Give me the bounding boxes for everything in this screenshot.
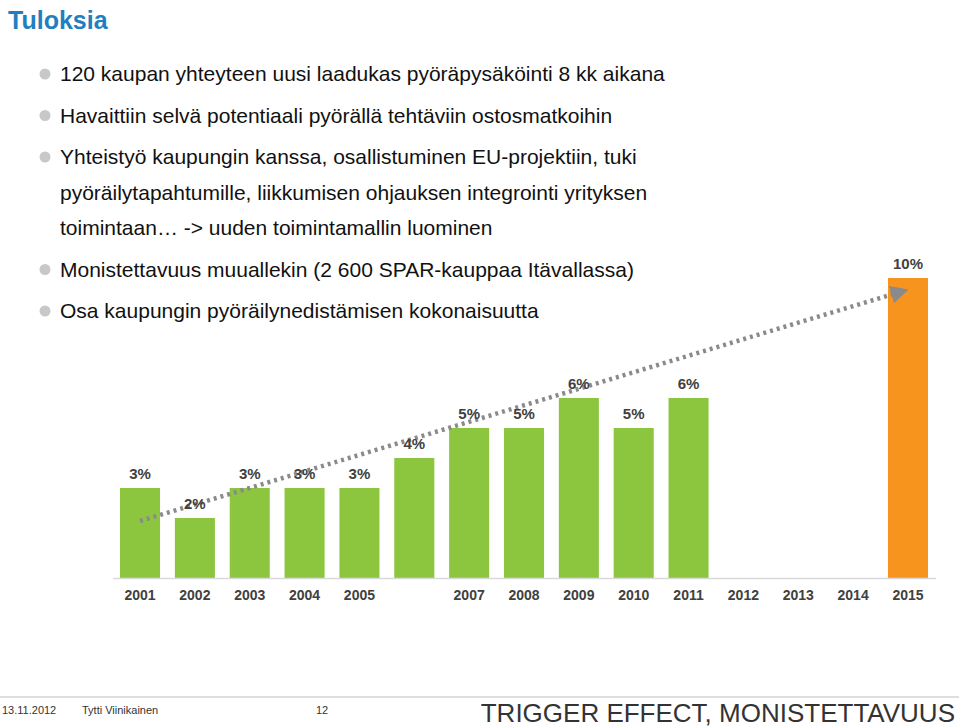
x-tick-label: 2014: [838, 587, 869, 603]
data-label: 5%: [623, 405, 645, 422]
bar: [504, 428, 544, 578]
footer-author: Tytti Viinikainen: [82, 704, 158, 716]
x-tick-label: 2002: [179, 587, 210, 603]
x-tick: 2003: [234, 578, 265, 603]
x-tick: 2001: [124, 578, 155, 603]
bar: [559, 398, 599, 578]
data-label: 3%: [239, 465, 261, 482]
x-tick: 2008: [508, 578, 539, 603]
bullet-dot: [40, 264, 51, 275]
data-label: 10%: [893, 255, 923, 272]
bar: [888, 278, 928, 578]
x-axis-line: [113, 578, 936, 580]
x-tick: 2004: [289, 578, 320, 603]
x-tick-label: 2008: [508, 587, 539, 603]
bar: [669, 398, 709, 578]
x-tick-label: 2005: [344, 587, 375, 603]
bars: [120, 278, 928, 578]
data-label: 2%: [184, 495, 206, 512]
x-tick-label: 2007: [454, 587, 485, 603]
x-tick: 2007: [454, 578, 485, 603]
bar: [120, 488, 160, 578]
bullet-text: pyöräilytapahtumille, liikkumisen ohjauk…: [60, 181, 647, 204]
bar: [175, 518, 215, 578]
x-tick-label: 2013: [783, 587, 814, 603]
x-tick: 2005: [344, 578, 375, 603]
x-tick-label: 2004: [289, 587, 320, 603]
x-tick: 2014: [838, 578, 869, 603]
x-tick-label: 2010: [618, 587, 649, 603]
bullet-text: Osa kaupungin pyöräilynedistämisen kokon…: [60, 299, 539, 322]
bar: [339, 488, 379, 578]
bar: [449, 428, 489, 578]
data-label: 5%: [458, 405, 480, 422]
bullet-text: Havaittiin selvä potentiaali pyörällä te…: [60, 104, 612, 127]
data-label: 4%: [403, 435, 425, 452]
data-label: 6%: [568, 375, 590, 392]
data-label: 3%: [129, 465, 151, 482]
x-tick-label: 2009: [563, 587, 594, 603]
bullet-dot: [40, 110, 51, 121]
footer-page: 12: [316, 704, 328, 716]
bullet-text: Monistettavuus muuallekin (2 600 SPAR-ka…: [60, 258, 634, 281]
bar: [394, 458, 434, 578]
bar: [614, 428, 654, 578]
x-tick-label: 2012: [728, 587, 759, 603]
data-label: 3%: [294, 465, 316, 482]
x-tick-label: 2015: [892, 587, 923, 603]
data-label: 3%: [349, 465, 371, 482]
bullet-text: Yhteistyö kaupungin kanssa, osallistumin…: [60, 145, 637, 168]
x-tick: 2013: [783, 578, 814, 603]
x-tick-label: 2011: [673, 587, 704, 603]
x-tick: 2010: [618, 578, 649, 603]
x-tick: 2011: [673, 578, 704, 603]
x-tick-label: 2003: [234, 587, 265, 603]
bullet-text: 120 kaupan yhteyteen uusi laadukas pyörä…: [60, 62, 665, 85]
data-label: 6%: [678, 375, 700, 392]
x-tick: 2015: [892, 578, 923, 603]
bullet-dot: [40, 152, 51, 163]
bar: [230, 488, 270, 578]
footer-caption: TRIGGER EFFECT, MONISTETTAVUUS: [481, 698, 955, 728]
trend-arrow: [140, 292, 900, 521]
bar: [285, 488, 325, 578]
x-tick: 2012: [728, 578, 759, 603]
x-tick: 2009: [563, 578, 594, 603]
slide: Tuloksia 120 kaupan yhteyteen uusi laaduk…: [0, 0, 959, 728]
bullet-text: toimintaan… -> uuden toimintamallin luom…: [60, 216, 492, 239]
x-tick-label: 2001: [124, 587, 155, 603]
bullet-dot: [40, 69, 51, 80]
slide-title: Tuloksia: [8, 6, 109, 34]
data-label: 5%: [513, 405, 535, 422]
bullet-dot: [40, 306, 51, 317]
x-axis: 2001 2002 2003 2004 2005 2007 2008 2009 2010 2011…: [113, 578, 936, 603]
x-tick: 2002: [179, 578, 210, 603]
footer-date: 13.11.2012: [2, 704, 56, 716]
